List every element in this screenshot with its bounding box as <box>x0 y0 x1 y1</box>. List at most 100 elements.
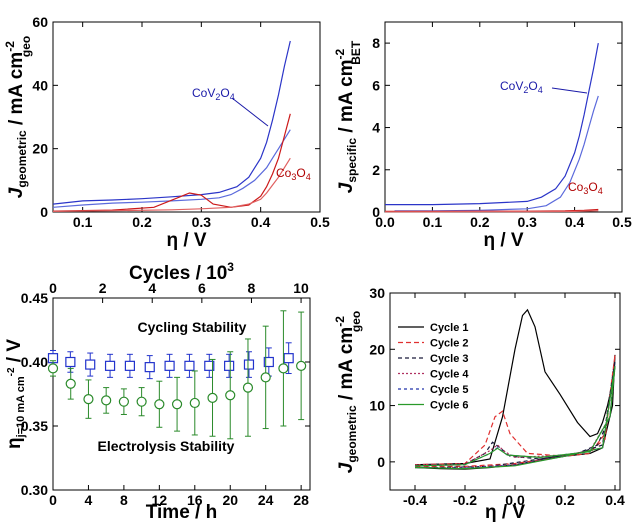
y-label-sub: specific <box>345 138 359 183</box>
x-tick-label: 0.4 <box>251 214 271 230</box>
data-point-circle <box>242 382 254 393</box>
plot-frame <box>384 21 623 213</box>
y-label-main: η <box>4 437 25 449</box>
y-tick-label: 10 <box>369 398 385 414</box>
y-axis-label: ηj=10 mA cm-2 / V <box>4 339 27 449</box>
y-label-main: J <box>6 187 27 198</box>
y-tick-label: 8 <box>372 35 380 51</box>
y-label-unit: / V <box>4 339 25 368</box>
data-point-square <box>243 359 255 370</box>
x-axis-label: η / V <box>485 502 525 523</box>
y-axis-label: Jgeometric / mA cm-2 geo <box>333 311 363 473</box>
data-point-circle <box>225 390 236 401</box>
x-tick-label: 0.2 <box>470 214 490 230</box>
x-tick-label: 12 <box>152 492 168 508</box>
y-tick-label: 0.40 <box>21 354 48 370</box>
x2-tick-label: 6 <box>198 280 206 296</box>
annotation-co3o4-part: Co <box>568 180 584 194</box>
annotation-co3o4-part: Co <box>276 166 292 180</box>
y-label-sub2: geo <box>349 311 363 332</box>
legend-label: Cycle 2 <box>430 338 469 350</box>
annotation-arrow <box>551 87 588 94</box>
series-line-1 <box>52 40 291 205</box>
data-point-circle <box>101 395 112 406</box>
y-label-sub: geometric <box>15 130 29 188</box>
data-point-square <box>104 360 116 371</box>
series-line-2 <box>52 129 291 208</box>
y-tick-label: 20 <box>369 341 385 357</box>
data-point-circle <box>47 363 59 374</box>
y-label-main: J <box>336 462 357 473</box>
y-label-sup: -2 <box>333 48 347 59</box>
y-tick-label: 2 <box>372 162 380 178</box>
annotation-co3o4: Co3O4 <box>568 180 603 196</box>
y-tick-label: 60 <box>32 14 48 30</box>
x-tick-label: 0 <box>49 492 57 508</box>
x-axis-label: Time / h <box>146 502 217 523</box>
series-line-4 <box>52 157 291 212</box>
series-line-1 <box>414 308 616 470</box>
annotation-cov2o4-sub2: 4 <box>230 92 235 102</box>
annotation-co3o4-part2: O <box>296 166 305 180</box>
annotation-co3o4-sub: 3 <box>291 172 296 182</box>
annotation-arrow <box>231 97 269 127</box>
plot-frame <box>52 297 311 491</box>
x-tick-label: 0.1 <box>73 214 93 230</box>
plot-frame <box>52 21 321 213</box>
x-tick-label: 0.5 <box>612 214 632 230</box>
data-point-circle <box>260 372 271 383</box>
data-point-circle <box>278 363 289 374</box>
y-tick-label: 40 <box>32 77 48 93</box>
data-point-square <box>85 359 96 370</box>
x-tick-label: 8 <box>120 492 128 508</box>
annotation-cov2o4: CoV2O4 <box>192 86 235 102</box>
x2-label-main: Cycles / 10 <box>129 263 227 284</box>
x-tick-label: 0.2 <box>132 214 152 230</box>
x2-label-sup: 3 <box>227 260 234 274</box>
data-point-square <box>184 360 195 371</box>
data-point-circle <box>171 399 183 410</box>
series-line-6 <box>414 366 616 470</box>
data-point-square <box>144 362 155 373</box>
x2-tick-label: 2 <box>99 280 107 296</box>
legend-label: Cycle 5 <box>430 384 469 396</box>
y-tick-label: 6 <box>372 77 380 93</box>
x-axis-label: η / V <box>483 230 523 251</box>
y-tick-label: 0 <box>372 204 380 220</box>
annotation-cov2o4-part: CoV <box>500 79 523 93</box>
annotation-co3o4: Co3O4 <box>276 166 311 182</box>
x2-tick-label: 0 <box>49 280 57 296</box>
y-tick-label: 0.45 <box>21 290 48 306</box>
annotation-co3o4-sub: 3 <box>583 186 588 196</box>
y-label-sup: -2 <box>3 41 17 52</box>
y-label-unit: / mA cm <box>336 327 357 406</box>
annotation-cov2o4: CoV2O4 <box>500 79 543 95</box>
y-tick-label: 4 <box>372 120 380 136</box>
series-line-3 <box>414 360 616 469</box>
x-tick-label: 16 <box>187 492 203 508</box>
series-line-4 <box>385 210 599 213</box>
data-point-circle <box>296 360 307 371</box>
x-tick-label: 0.3 <box>517 214 537 230</box>
data-point-circle <box>154 399 165 410</box>
data-point-square <box>164 360 175 371</box>
panel-a: 0.1 0.2 0.3 0.4 0.5 0 20 40 60 η / V Jgeometric / … <box>3 14 330 251</box>
x-axis-label: η / V <box>166 230 206 251</box>
y-label-unit: / mA cm <box>336 59 357 138</box>
panel-d: -0.4 -0.2 0.0 0.2 0.4 0 10 20 30 η / V Jgeometric … <box>333 285 625 523</box>
data-point-square <box>65 356 76 368</box>
x-tick-label: 24 <box>258 492 274 508</box>
y-tick-label: 0 <box>377 454 385 470</box>
x-tick-label: 0.0 <box>505 492 525 508</box>
y-tick-label: 0 <box>40 204 48 220</box>
label-cycling-stability: Cycling Stability <box>138 319 247 335</box>
legend-label: Cycle 1 <box>430 322 469 334</box>
y-label-sup: -2 <box>333 316 347 327</box>
data-point-square <box>283 353 294 364</box>
data-point-square <box>124 360 136 371</box>
x-tick-label: 0.4 <box>605 492 625 508</box>
annotation-co3o4-part2: O <box>588 180 597 194</box>
label-electrolysis-stability: Electrolysis Stability <box>98 438 235 454</box>
data-point-circle <box>189 397 200 409</box>
